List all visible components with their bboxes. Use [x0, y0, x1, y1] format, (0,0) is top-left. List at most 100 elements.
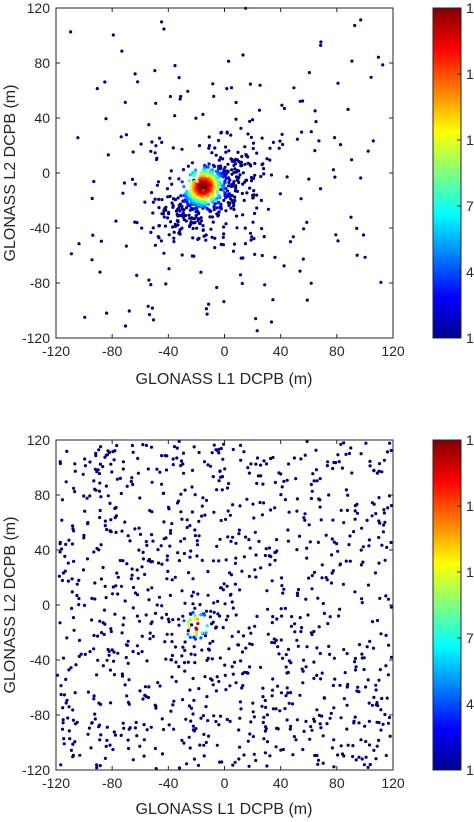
data-point — [180, 654, 184, 658]
data-point — [177, 439, 181, 443]
data-point — [281, 747, 285, 752]
data-point — [251, 146, 255, 151]
data-point — [110, 470, 114, 474]
data-point — [179, 194, 183, 198]
data-point — [327, 493, 331, 497]
data-point — [205, 624, 209, 628]
data-point — [188, 617, 192, 622]
data-point — [119, 491, 123, 496]
data-point — [204, 498, 209, 502]
data-point — [58, 550, 62, 554]
data-point — [241, 182, 245, 186]
data-point — [213, 146, 217, 150]
data-point — [121, 623, 125, 627]
data-point — [101, 565, 105, 570]
data-point — [192, 254, 196, 258]
data-point — [321, 734, 325, 738]
data-point — [153, 243, 157, 247]
data-point — [148, 631, 152, 635]
data-point — [221, 188, 225, 192]
data-point — [363, 724, 367, 728]
data-point — [237, 159, 241, 164]
data-point — [271, 615, 275, 619]
data-point — [138, 689, 142, 693]
data-point — [185, 762, 189, 766]
data-point — [219, 202, 223, 206]
data-point — [274, 745, 278, 749]
data-point — [186, 660, 190, 664]
data-point — [259, 463, 263, 467]
data-point — [241, 684, 245, 688]
data-point — [279, 691, 284, 695]
data-point — [82, 536, 86, 540]
data-point — [65, 636, 69, 640]
data-point — [315, 646, 319, 650]
data-point — [67, 729, 71, 733]
data-point — [239, 458, 243, 462]
data-point — [191, 226, 195, 231]
data-point — [222, 172, 226, 176]
data-point — [229, 184, 233, 188]
data-point — [227, 180, 231, 184]
data-point — [232, 163, 236, 167]
data-point — [389, 448, 393, 453]
data-point — [176, 196, 180, 200]
data-point — [325, 578, 329, 582]
data-point — [176, 207, 180, 211]
data-point — [153, 197, 157, 201]
data-point — [75, 593, 79, 598]
data-point — [240, 569, 244, 573]
data-point — [269, 320, 274, 324]
data-point — [179, 492, 183, 496]
data-point — [201, 228, 205, 232]
data-point — [124, 655, 128, 660]
data-point — [69, 748, 73, 753]
data-point — [364, 739, 368, 744]
data-point — [251, 502, 255, 506]
data-point — [382, 523, 386, 527]
data-point — [383, 520, 387, 524]
data-point — [105, 725, 109, 729]
data-point — [282, 587, 286, 591]
data-point — [199, 171, 203, 175]
data-point — [151, 211, 155, 215]
data-point — [365, 518, 369, 523]
data-point — [265, 589, 269, 593]
x-tick-label: -80 — [102, 343, 122, 359]
data-point — [265, 764, 269, 768]
data-point — [286, 691, 290, 695]
data-point — [81, 472, 85, 476]
data-point — [260, 227, 264, 231]
data-point — [268, 146, 272, 150]
data-point — [191, 611, 195, 615]
data-point — [64, 480, 68, 484]
data-point — [142, 723, 146, 727]
data-point — [225, 189, 230, 193]
data-point — [136, 80, 140, 84]
data-point — [61, 721, 65, 725]
data-point — [305, 645, 309, 649]
data-point — [270, 688, 275, 692]
data-point — [381, 722, 385, 726]
data-point — [193, 534, 197, 538]
data-point — [160, 562, 164, 566]
data-point — [359, 18, 363, 22]
data-point — [218, 469, 222, 473]
data-point — [104, 596, 108, 600]
data-point — [88, 650, 92, 654]
data-point — [55, 673, 60, 677]
data-point — [188, 746, 192, 750]
data-point — [181, 614, 185, 618]
data-point — [111, 450, 115, 454]
data-point — [339, 744, 343, 748]
data-point — [241, 53, 245, 57]
data-point — [103, 519, 107, 523]
data-point — [361, 560, 365, 564]
data-point — [212, 510, 216, 514]
data-point — [191, 728, 195, 732]
data-point — [275, 617, 279, 621]
data-point — [279, 493, 283, 497]
data-point — [170, 182, 174, 186]
data-point — [126, 746, 131, 751]
data-point — [234, 681, 238, 685]
